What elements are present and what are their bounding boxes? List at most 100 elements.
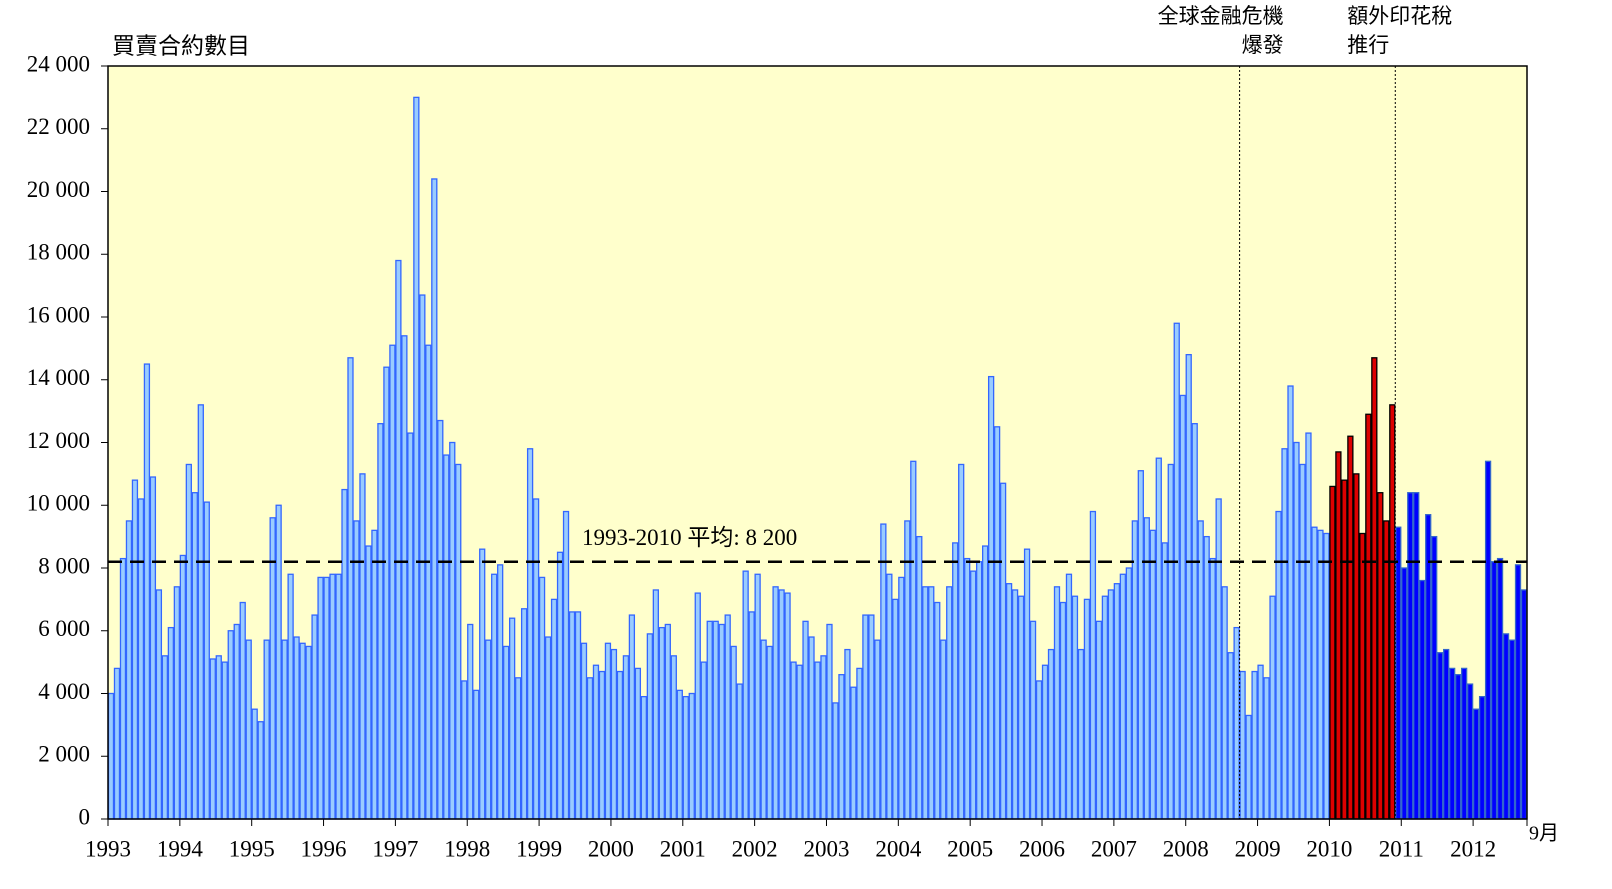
bar	[532, 498, 540, 820]
bar	[1437, 652, 1444, 820]
bar	[491, 573, 498, 820]
bar	[299, 642, 306, 820]
bar	[317, 576, 324, 820]
bar	[676, 689, 683, 820]
bar	[832, 702, 839, 820]
bar	[1478, 695, 1486, 820]
bar	[1263, 677, 1270, 820]
bar	[329, 573, 336, 820]
bar	[197, 404, 204, 820]
bar	[796, 664, 803, 820]
bar	[772, 586, 779, 820]
bar	[209, 658, 216, 820]
bar	[1059, 601, 1067, 820]
bar	[401, 335, 408, 820]
bar	[916, 535, 923, 820]
bar	[880, 523, 887, 820]
bar	[1227, 652, 1234, 820]
bar	[1365, 413, 1372, 820]
bar	[922, 586, 929, 820]
bar	[628, 614, 636, 820]
bar	[1065, 573, 1073, 820]
bar	[652, 589, 659, 820]
bar	[862, 614, 869, 820]
bar	[1251, 670, 1258, 820]
bar	[203, 501, 210, 820]
bar	[371, 529, 378, 820]
y-tick-label: 4 000	[38, 679, 90, 704]
bar	[550, 598, 558, 820]
y-tick-label: 22 000	[27, 114, 90, 139]
bar	[215, 655, 222, 820]
bar	[514, 677, 522, 820]
bar	[473, 689, 480, 820]
bar	[1311, 526, 1318, 820]
bar	[1167, 463, 1174, 820]
bar	[987, 375, 995, 820]
bar	[616, 670, 624, 820]
bar	[1460, 667, 1468, 820]
bar	[1419, 579, 1426, 820]
bar	[1371, 357, 1378, 820]
bar	[353, 520, 360, 820]
y-tick-label: 14 000	[27, 365, 90, 390]
x-tick-label: 2006	[1019, 836, 1065, 861]
bar	[1221, 586, 1228, 820]
bar	[1413, 492, 1420, 820]
y-tick-label: 24 000	[27, 51, 90, 76]
event-label: 全球金融危機	[1158, 4, 1284, 28]
bar	[886, 573, 893, 820]
bar	[664, 623, 671, 820]
bar	[137, 498, 145, 820]
bar	[245, 639, 252, 820]
bar	[1508, 639, 1516, 820]
bar	[1455, 674, 1462, 820]
bar	[341, 488, 348, 820]
bar	[766, 645, 773, 820]
bar	[712, 620, 719, 820]
bar	[1119, 573, 1126, 820]
bar	[347, 357, 354, 820]
bar	[1029, 620, 1037, 820]
bar	[856, 667, 863, 820]
bar	[1185, 353, 1192, 820]
y-tick-label: 12 000	[27, 428, 90, 453]
bar	[335, 573, 342, 820]
bar	[1257, 664, 1264, 820]
bar	[1395, 526, 1402, 820]
bar	[467, 623, 474, 820]
bar	[1401, 567, 1408, 820]
bar	[670, 655, 677, 820]
bar	[1239, 670, 1246, 820]
x-tick-label: 2007	[1091, 836, 1137, 861]
bar	[269, 517, 276, 820]
x-tick-label: 1998	[444, 836, 490, 861]
bar	[1496, 557, 1504, 820]
bar	[999, 482, 1007, 820]
bar	[892, 598, 899, 820]
bar	[1287, 385, 1294, 820]
bar	[1113, 583, 1121, 820]
bar	[736, 683, 743, 820]
bar	[1281, 448, 1288, 820]
bar	[634, 667, 642, 820]
bar	[305, 645, 312, 820]
bar	[568, 611, 576, 820]
bar	[365, 545, 372, 820]
bar	[868, 614, 875, 820]
bar	[173, 586, 180, 820]
bar	[167, 626, 175, 820]
bar	[1047, 648, 1055, 820]
bar	[1041, 664, 1049, 820]
bar	[119, 557, 127, 820]
bar	[293, 636, 300, 820]
bar	[179, 554, 186, 820]
bar	[580, 642, 588, 820]
bar	[1023, 548, 1031, 820]
bar	[1137, 470, 1144, 820]
bar	[1173, 322, 1180, 820]
bar	[389, 344, 396, 820]
average-label: 1993-2010 平均: 8 200	[582, 525, 797, 550]
bar	[940, 639, 947, 820]
bar	[1389, 404, 1396, 820]
